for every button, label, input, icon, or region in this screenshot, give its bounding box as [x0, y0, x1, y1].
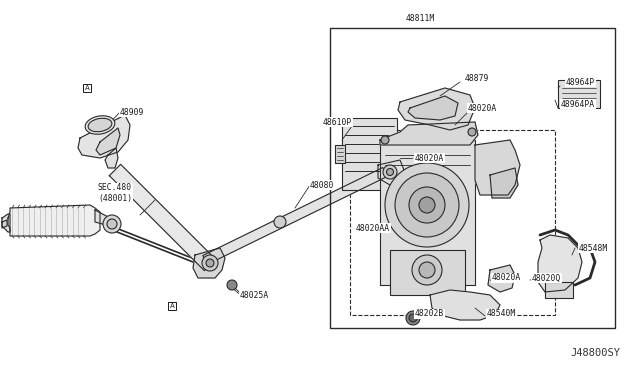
Bar: [330, 28, 615, 328]
Text: 48025A: 48025A: [240, 292, 269, 301]
Ellipse shape: [85, 116, 115, 134]
Bar: [350, 130, 555, 315]
Polygon shape: [538, 235, 582, 292]
Text: 48020A: 48020A: [468, 103, 497, 112]
Circle shape: [381, 136, 389, 144]
Text: 48202B: 48202B: [415, 310, 444, 318]
Text: 48020Q: 48020Q: [532, 273, 561, 282]
Circle shape: [227, 280, 237, 290]
Polygon shape: [398, 88, 475, 130]
Circle shape: [412, 255, 442, 285]
Text: 48964PA: 48964PA: [561, 99, 595, 109]
Polygon shape: [78, 115, 130, 158]
Polygon shape: [109, 164, 216, 271]
Polygon shape: [96, 128, 120, 155]
Text: 48020A: 48020A: [492, 273, 521, 282]
Circle shape: [103, 215, 121, 233]
Polygon shape: [105, 148, 118, 168]
Bar: [545, 282, 573, 298]
Text: 48020A: 48020A: [415, 154, 444, 163]
Text: 48811M: 48811M: [405, 13, 435, 22]
Text: A: A: [84, 85, 90, 91]
Text: 48540M: 48540M: [487, 310, 516, 318]
Text: 48610P: 48610P: [323, 118, 352, 126]
Polygon shape: [8, 205, 100, 236]
Circle shape: [406, 311, 420, 325]
Text: 48548M: 48548M: [579, 244, 608, 253]
Text: 48909: 48909: [120, 108, 145, 116]
Polygon shape: [408, 96, 458, 120]
Polygon shape: [475, 140, 520, 195]
Text: 48080: 48080: [310, 180, 334, 189]
Circle shape: [385, 163, 469, 247]
Circle shape: [419, 262, 435, 278]
Circle shape: [274, 216, 286, 228]
Circle shape: [387, 169, 394, 176]
Circle shape: [409, 314, 417, 322]
Text: J48800SY: J48800SY: [570, 348, 620, 358]
Bar: [335, 145, 345, 163]
Polygon shape: [95, 210, 114, 226]
Bar: [342, 118, 397, 190]
Circle shape: [468, 128, 476, 136]
Ellipse shape: [88, 118, 112, 132]
Circle shape: [383, 165, 397, 179]
Circle shape: [395, 173, 459, 237]
Text: 48020AA: 48020AA: [356, 224, 390, 232]
Text: 48879: 48879: [465, 74, 490, 83]
Bar: [558, 80, 600, 108]
Polygon shape: [430, 290, 500, 320]
Circle shape: [419, 197, 435, 213]
Polygon shape: [203, 167, 387, 264]
Circle shape: [202, 255, 218, 271]
Polygon shape: [380, 122, 478, 145]
Polygon shape: [2, 220, 7, 228]
Circle shape: [206, 259, 214, 267]
Polygon shape: [2, 214, 10, 232]
Polygon shape: [193, 248, 225, 278]
Bar: [390, 250, 465, 295]
Polygon shape: [378, 160, 404, 185]
Polygon shape: [490, 168, 518, 198]
Circle shape: [107, 219, 117, 229]
Circle shape: [409, 187, 445, 223]
Bar: [380, 140, 475, 285]
Text: SEC.480
(48001): SEC.480 (48001): [98, 183, 132, 203]
Text: 48964P: 48964P: [566, 77, 595, 87]
Text: A: A: [170, 303, 174, 309]
Polygon shape: [488, 265, 515, 292]
